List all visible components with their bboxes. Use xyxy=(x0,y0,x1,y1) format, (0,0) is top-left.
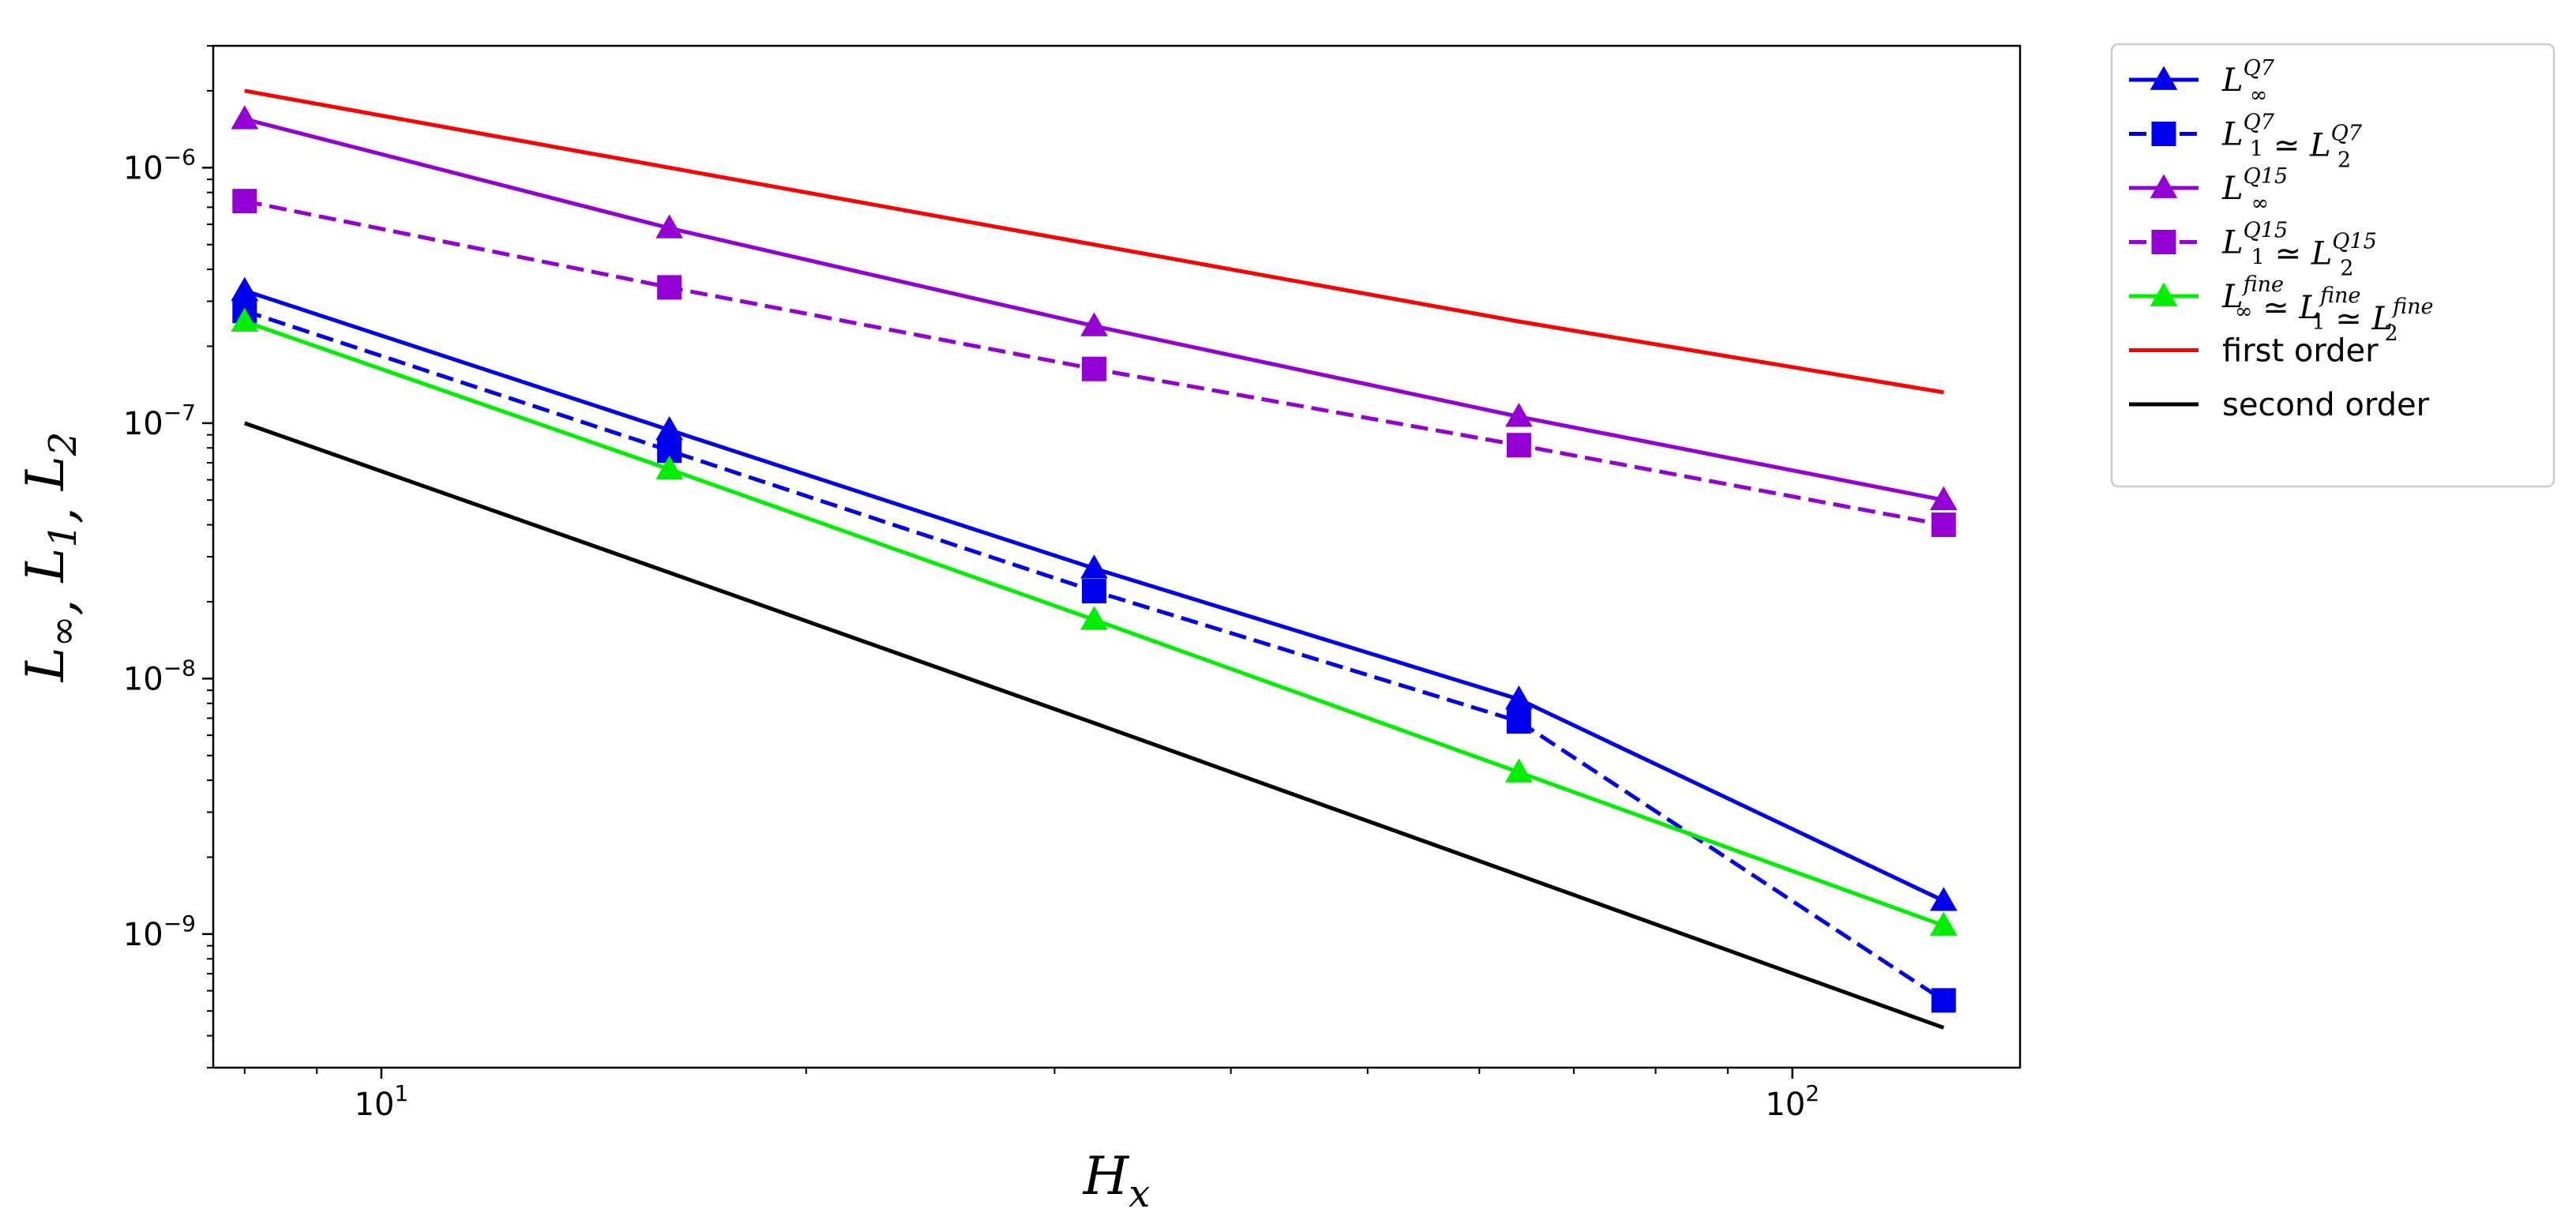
data-point-1-4 xyxy=(1931,988,1956,1013)
legend-marker-3 xyxy=(2151,230,2176,254)
legend-marker-1 xyxy=(2151,122,2176,146)
data-point-4-3 xyxy=(1505,758,1533,783)
legend-label-6: second order xyxy=(2222,387,2430,423)
x-tick-label-1: 102 xyxy=(1765,1080,1819,1123)
legend-marker-4 xyxy=(2150,282,2178,306)
legend-box xyxy=(2110,43,2555,488)
data-point-2-2 xyxy=(1080,312,1108,336)
series-line-6 xyxy=(243,421,1945,1030)
data-point-4-0 xyxy=(231,307,259,332)
data-point-2-3 xyxy=(1505,403,1533,427)
series-6 xyxy=(243,421,1945,1030)
y-tick-label-3: 10−6 xyxy=(123,144,196,186)
legend-entry-5: first order xyxy=(2129,333,2379,370)
legend-label-4: Lfine ∞ ≃ Lfine 1 ≃ Lfine 2 xyxy=(2221,272,2433,346)
series-2 xyxy=(231,105,1958,511)
data-point-4-2 xyxy=(1080,606,1108,630)
x-axis-title: Hx xyxy=(1083,1146,1151,1216)
data-point-0-3 xyxy=(1505,685,1533,710)
data-point-3-0 xyxy=(232,189,257,214)
data-point-2-0 xyxy=(231,105,259,130)
legend-entry-6: second order xyxy=(2129,387,2430,423)
series-1 xyxy=(232,298,1956,1013)
data-point-2-4 xyxy=(1929,486,1958,511)
data-point-3-3 xyxy=(1506,433,1531,458)
data-point-4-4 xyxy=(1929,911,1958,936)
x-tick-label-0: 101 xyxy=(355,1080,409,1123)
data-point-1-2 xyxy=(1082,579,1107,604)
data-point-4-1 xyxy=(655,455,684,480)
legend-label-0: LQ7 ∞ xyxy=(2221,56,2275,107)
legend-entry-0: LQ7 ∞ xyxy=(2129,56,2275,107)
data-point-2-1 xyxy=(655,214,684,238)
y-tick-label-1: 10−8 xyxy=(123,655,196,697)
data-point-0-4 xyxy=(1929,887,1958,911)
series-0 xyxy=(231,276,1958,911)
data-point-3-2 xyxy=(1082,356,1107,381)
legend-marker-2 xyxy=(2150,174,2178,198)
series-layer xyxy=(231,88,1958,1030)
y-tick-label-0: 10−9 xyxy=(123,910,196,953)
legend-label-5: first order xyxy=(2222,333,2379,370)
legend-entry-1: LQ7 1 ≃ LQ7 2 xyxy=(2129,111,2363,173)
data-point-3-4 xyxy=(1931,513,1956,538)
data-point-0-2 xyxy=(1080,554,1108,579)
legend-label-3: LQ15 1 ≃ LQ15 2 xyxy=(2221,219,2377,281)
legend-entry-2: LQ15 ∞ xyxy=(2129,164,2288,216)
series-line-5 xyxy=(244,88,1944,395)
data-point-3-1 xyxy=(657,275,682,300)
series-3 xyxy=(232,189,1956,538)
series-5 xyxy=(244,88,1944,395)
legend-entry-4: Lfine ∞ ≃ Lfine 1 ≃ Lfine 2 xyxy=(2129,272,2433,346)
series-4 xyxy=(231,307,1958,936)
legend-label-1: LQ7 1 ≃ LQ7 2 xyxy=(2221,111,2363,173)
data-point-1-3 xyxy=(1506,709,1531,734)
axes-layer: 101 102 10−9 10−8 10−7 10−6 Hx L∞, L1, L2 xyxy=(15,44,2022,1216)
legend-label-2: LQ15 ∞ xyxy=(2221,164,2288,216)
y-axis-title: L∞, L1, L2 xyxy=(15,432,88,683)
y-tick-label-2: 10−7 xyxy=(123,400,196,442)
legend-marker-0 xyxy=(2150,66,2178,90)
legend-entry-3: LQ15 1 ≃ LQ15 2 xyxy=(2129,219,2377,281)
